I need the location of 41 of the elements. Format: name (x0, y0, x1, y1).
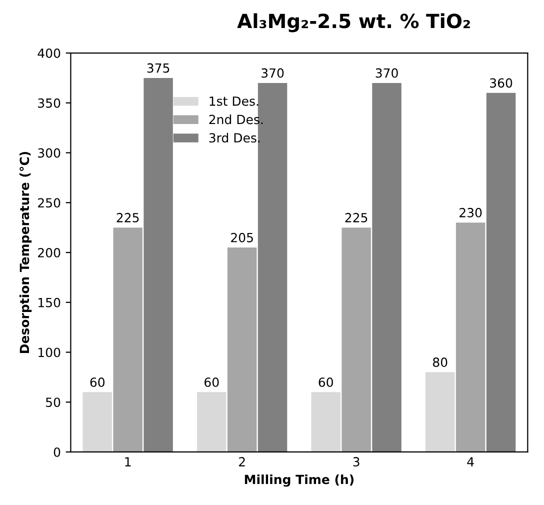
data-label: 225 (345, 212, 368, 222)
y-tick-label: 250 (38, 198, 60, 208)
y-tick-label: 50 (46, 398, 60, 408)
x-tick-label: 2 (239, 457, 245, 466)
data-label: 80 (432, 358, 448, 367)
bar (227, 248, 257, 452)
bar (82, 392, 112, 452)
y-axis-title: Desorption Temperature (°C) (19, 152, 32, 353)
data-label: 370 (376, 68, 398, 78)
data-label: 60 (90, 377, 104, 387)
y-tick-label: 350 (38, 98, 60, 108)
y-tick-label: 0 (54, 447, 60, 457)
data-label: 230 (460, 208, 482, 218)
y-tick-label: 200 (38, 248, 60, 258)
bar (486, 92, 516, 452)
y-tick-label: 150 (38, 298, 60, 308)
data-label: 60 (204, 377, 219, 387)
x-tick-label: 1 (125, 457, 131, 466)
legend-label: 1st Des. (210, 96, 258, 106)
legend-label: 2nd Des. (209, 114, 263, 124)
data-label: 370 (262, 68, 284, 78)
chart-title: Al₃Mg₂-2.5 wt. % TiO₂ (237, 13, 470, 32)
x-tick-label: 3 (353, 457, 360, 467)
y-tick-label: 400 (38, 48, 60, 58)
data-label: 360 (490, 78, 512, 88)
legend-label: 3rd Des. (209, 132, 260, 143)
bar (342, 228, 371, 452)
data-label: 60 (318, 377, 333, 387)
x-tick-label: 4 (467, 457, 474, 466)
bar (311, 392, 340, 452)
y-tick-label: 300 (38, 148, 60, 158)
bar (196, 392, 226, 452)
y-tick-label: 100 (38, 348, 60, 358)
bar (456, 222, 486, 452)
data-label: 225 (116, 212, 139, 222)
data-label: 375 (147, 63, 170, 73)
data-label: 205 (231, 232, 253, 242)
x-axis-title: Milling Time (h) (244, 474, 354, 487)
bar (372, 82, 402, 452)
bar (425, 372, 455, 452)
bar (113, 228, 142, 452)
